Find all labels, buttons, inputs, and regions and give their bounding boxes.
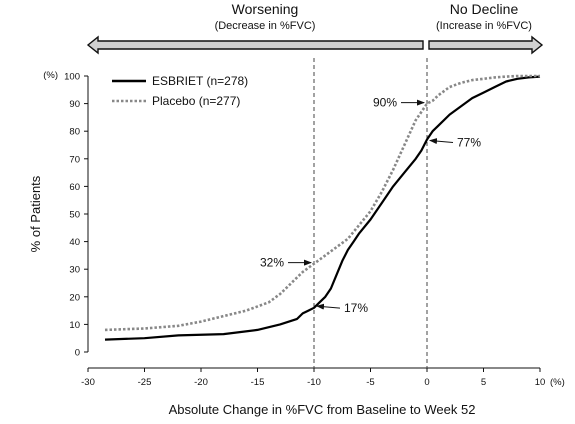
x-axis-unit: (%)	[550, 377, 565, 388]
banner-left-arrow	[86, 35, 424, 55]
y-tick-label: 90	[69, 99, 80, 110]
series-line-placebo	[104, 74, 540, 332]
y-tick-label: 20	[69, 292, 80, 303]
annotation-label: 77%	[457, 135, 481, 149]
banner-right-subtitle: (Increase in %FVC)	[436, 20, 532, 32]
x-tick-label: -15	[251, 377, 265, 388]
annotation-label: 32%	[260, 256, 284, 270]
y-tick-label: 40	[69, 237, 80, 248]
x-tick-label: -25	[138, 377, 152, 388]
y-tick-label: 10	[69, 320, 80, 331]
banner-left: Worsening (Decrease in %FVC)	[86, 1, 424, 55]
reference-lines	[313, 58, 428, 368]
x-tick-label: -10	[307, 377, 321, 388]
series-layer	[104, 74, 541, 341]
y-tick-label: 60	[69, 182, 80, 193]
banner-left-title: Worsening	[232, 1, 299, 17]
annotations: 90% 77% 32% 17%	[260, 96, 481, 315]
x-tick-label: 5	[481, 377, 486, 388]
banner-right-title: No Decline	[450, 1, 519, 17]
banner-left-subtitle: (Decrease in %FVC)	[215, 20, 316, 32]
x-axis-title: Absolute Change in %FVC from Baseline to…	[169, 402, 476, 417]
annotation-arrow	[316, 303, 341, 310]
x-tick-label: -30	[81, 377, 95, 388]
y-tick-label: 0	[75, 348, 80, 359]
banner-right-arrow	[428, 35, 544, 55]
legend-label: ESBRIET (n=278)	[152, 74, 248, 88]
x-axis: -30 -25 -20 -15 -10 -5 0 5 10	[81, 367, 546, 388]
annotation-arrow	[429, 138, 454, 145]
banner-right: No Decline (Increase in %FVC)	[428, 1, 544, 55]
x-tick-label: 0	[424, 377, 429, 388]
legend: ESBRIET (n=278) Placebo (n=277)	[112, 74, 248, 108]
x-tick-label: 10	[535, 377, 546, 388]
y-tick-label: 100	[64, 72, 80, 83]
x-tick-label: -5	[366, 377, 374, 388]
y-tick-label: 50	[69, 210, 80, 221]
y-tick-label: 70	[69, 154, 80, 165]
y-axis: 0 10 20 30 40 50 60 70 80 90 100	[64, 72, 89, 359]
series-line-esbriet	[104, 75, 541, 341]
annotation-label: 90%	[373, 96, 397, 110]
y-tick-label: 80	[69, 127, 80, 138]
y-tick-label: 30	[69, 265, 80, 276]
y-axis-unit: (%)	[43, 70, 58, 81]
y-axis-title: % of Patients	[28, 175, 43, 252]
x-tick-label: -20	[194, 377, 208, 388]
annotation-label: 17%	[344, 301, 368, 315]
legend-label: Placebo (n=277)	[152, 94, 240, 108]
